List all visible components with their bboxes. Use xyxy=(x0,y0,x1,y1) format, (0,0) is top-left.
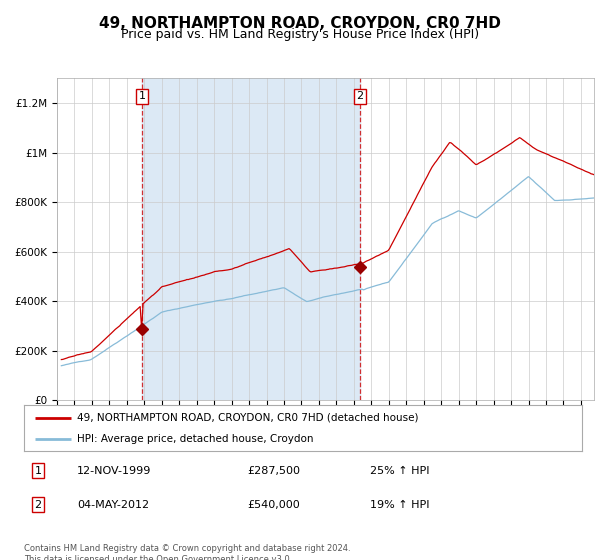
Text: £540,000: £540,000 xyxy=(247,500,300,510)
Text: 1: 1 xyxy=(139,91,146,101)
Text: 49, NORTHAMPTON ROAD, CROYDON, CR0 7HD (detached house): 49, NORTHAMPTON ROAD, CROYDON, CR0 7HD (… xyxy=(77,413,419,423)
Text: 04-MAY-2012: 04-MAY-2012 xyxy=(77,500,149,510)
Text: 2: 2 xyxy=(34,500,41,510)
Text: Contains HM Land Registry data © Crown copyright and database right 2024.
This d: Contains HM Land Registry data © Crown c… xyxy=(24,544,350,560)
Text: 2: 2 xyxy=(356,91,364,101)
Text: 49, NORTHAMPTON ROAD, CROYDON, CR0 7HD: 49, NORTHAMPTON ROAD, CROYDON, CR0 7HD xyxy=(99,16,501,31)
Bar xyxy=(142,78,360,400)
Text: 1: 1 xyxy=(34,465,41,475)
Text: 19% ↑ HPI: 19% ↑ HPI xyxy=(370,500,430,510)
Text: £287,500: £287,500 xyxy=(247,465,300,475)
Text: 12-NOV-1999: 12-NOV-1999 xyxy=(77,465,151,475)
Text: HPI: Average price, detached house, Croydon: HPI: Average price, detached house, Croy… xyxy=(77,435,314,444)
Text: 25% ↑ HPI: 25% ↑ HPI xyxy=(370,465,430,475)
Text: Price paid vs. HM Land Registry's House Price Index (HPI): Price paid vs. HM Land Registry's House … xyxy=(121,28,479,41)
